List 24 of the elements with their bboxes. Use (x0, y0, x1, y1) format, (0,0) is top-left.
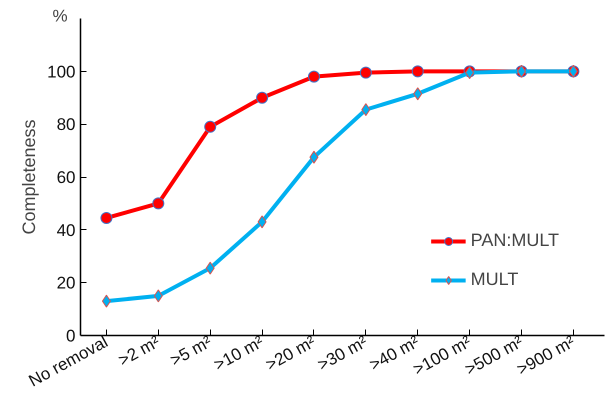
point (100, 212, 112, 224)
y-tick-label: 60 (56, 168, 76, 187)
point (361, 103, 370, 116)
legend-label: PAN:MULT (470, 230, 559, 251)
point (412, 65, 424, 78)
legend-label: MULT (470, 269, 518, 290)
y-tick-label: 20 (56, 274, 76, 293)
point (308, 70, 320, 83)
point (154, 289, 163, 302)
y-tick-label: 40 (56, 220, 76, 240)
point (102, 294, 111, 308)
point (258, 215, 267, 228)
point (360, 66, 372, 79)
text: % (52, 6, 68, 26)
point (413, 87, 422, 100)
y-tick-label: 80 (56, 115, 76, 134)
point (256, 92, 268, 104)
point (206, 262, 215, 275)
point (309, 150, 318, 164)
x-tick-label: >2 m² (115, 332, 164, 370)
point (204, 120, 216, 133)
y-axis-title: Completeness (19, 119, 40, 235)
y-tick-label: 100 (47, 62, 76, 82)
point (152, 197, 164, 210)
